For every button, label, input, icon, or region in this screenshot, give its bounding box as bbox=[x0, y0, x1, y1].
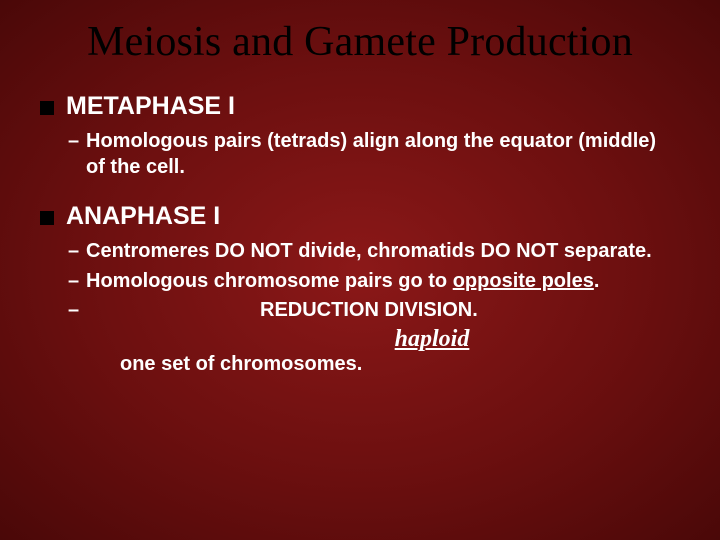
square-bullet-icon bbox=[40, 101, 54, 115]
list-item: – Homologous chromosome pairs go to oppo… bbox=[68, 269, 686, 295]
sub-text: Homologous chromosome pairs go to opposi… bbox=[86, 269, 599, 295]
list-item: – Centromeres DO NOT divide, chromatids … bbox=[68, 239, 686, 265]
sub-list: – Homologous pairs (tetrads) align along… bbox=[34, 129, 686, 180]
sub-text: Homologous pairs (tetrads) align along t… bbox=[86, 129, 666, 180]
list-item: – REDUCTION DIVISION. bbox=[68, 298, 686, 324]
trailing-text: one set of chromosomes. bbox=[68, 353, 686, 376]
heading-metaphase: METAPHASE I bbox=[66, 92, 235, 121]
reduction-division: REDUCTION DIVISION. bbox=[86, 298, 478, 324]
dash-icon: – bbox=[68, 269, 86, 294]
sub-list: – Centromeres DO NOT divide, chromatids … bbox=[34, 239, 686, 376]
section-metaphase: METAPHASE I – Homologous pairs (tetrads)… bbox=[34, 92, 686, 180]
dash-icon: – bbox=[68, 239, 86, 264]
heading-row: ANAPHASE I bbox=[34, 202, 686, 231]
heading-anaphase: ANAPHASE I bbox=[66, 202, 220, 231]
slide-title: Meiosis and Gamete Production bbox=[34, 18, 686, 66]
sub-suffix: . bbox=[594, 270, 600, 292]
sub-prefix: Homologous chromosome pairs go to bbox=[86, 270, 453, 292]
square-bullet-icon bbox=[40, 211, 54, 225]
list-item: – Homologous pairs (tetrads) align along… bbox=[68, 129, 686, 180]
sub-text: Centromeres DO NOT divide, chromatids DO… bbox=[86, 239, 652, 265]
heading-row: METAPHASE I bbox=[34, 92, 686, 121]
haploid-label: haploid bbox=[68, 326, 686, 353]
dash-icon: – bbox=[68, 129, 86, 154]
underline-opposite-poles: opposite poles bbox=[453, 270, 594, 292]
dash-icon: – bbox=[68, 298, 86, 323]
section-anaphase: ANAPHASE I – Centromeres DO NOT divide, … bbox=[34, 202, 686, 376]
